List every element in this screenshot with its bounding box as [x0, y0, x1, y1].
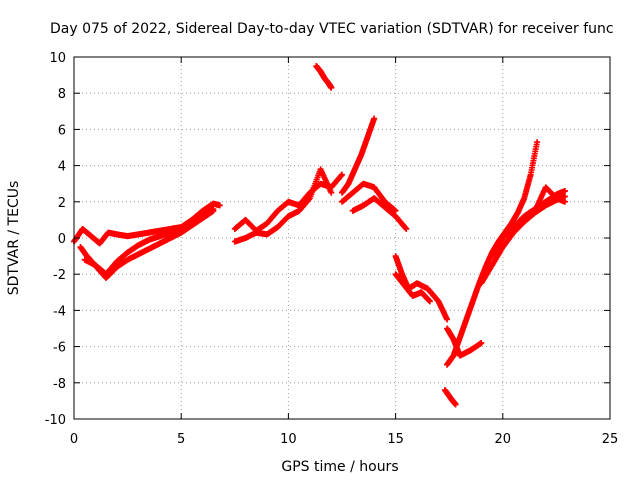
data-point	[478, 339, 485, 346]
data-point	[561, 193, 568, 200]
series-trace-n	[444, 325, 485, 359]
y-tick-label: 6	[58, 123, 66, 138]
series-trace-q	[510, 184, 568, 232]
y-tick-label: 8	[58, 87, 66, 102]
data-point	[371, 115, 378, 122]
series-trace-i	[349, 195, 410, 232]
y-tick-label: -10	[45, 413, 66, 428]
data-point	[561, 198, 568, 205]
y-tick-label: -8	[53, 377, 66, 392]
x-tick-label: 15	[387, 432, 404, 447]
data-point	[403, 225, 410, 232]
series-trace-k	[392, 271, 433, 305]
y-tick-label: 10	[49, 51, 66, 66]
y-tick-label: 2	[58, 196, 66, 211]
data-points	[71, 63, 568, 408]
x-tick-label: 25	[602, 432, 619, 447]
x-tick-label: 0	[70, 432, 78, 447]
series-trace-l	[441, 387, 459, 408]
series-trace-e	[231, 166, 335, 245]
y-tick-label: 0	[58, 232, 66, 247]
data-point	[444, 316, 451, 323]
y-tick-label: -6	[53, 341, 66, 356]
data-point	[328, 84, 335, 91]
data-point	[339, 171, 345, 178]
data-point	[216, 202, 223, 209]
series-trace-a	[71, 200, 223, 247]
y-axis-label: SDTVAR / TECUs	[6, 181, 22, 296]
x-tick-label: 5	[177, 432, 185, 447]
data-point	[452, 401, 459, 408]
x-tick-label: 20	[495, 432, 512, 447]
y-tick-label: -4	[53, 304, 66, 319]
series-trace-g	[339, 115, 378, 196]
x-axis-label: GPS time / hours	[281, 459, 398, 475]
data-point	[210, 206, 217, 213]
series-trace-h	[339, 180, 399, 214]
series-trace-f	[313, 63, 335, 91]
series-trace-c	[81, 206, 217, 278]
series-trace-j	[392, 253, 451, 323]
x-tick-label: 10	[280, 432, 297, 447]
y-tick-label: -2	[53, 268, 66, 283]
data-point	[426, 298, 433, 305]
chart-title: Day 075 of 2022, Sidereal Day-to-day VTE…	[50, 21, 614, 37]
data-point	[328, 189, 335, 196]
data-point	[561, 187, 568, 194]
axis-ticks: 0 5 10 15 20 25 -10 -8 -6 -4 -2 0 2 4 6 8 10	[45, 51, 619, 447]
data-point	[534, 139, 541, 146]
series-trace-o	[478, 193, 568, 287]
series-trace-m	[444, 139, 541, 368]
y-tick-label: 4	[58, 160, 66, 175]
